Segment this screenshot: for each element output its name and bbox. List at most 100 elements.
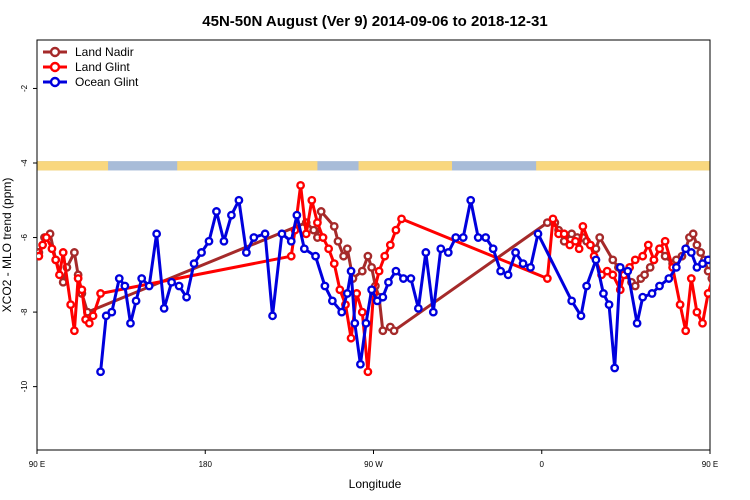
data-point-2-39 (372, 296, 382, 306)
data-point-2-46 (421, 248, 431, 257)
data-point-1-57 (660, 236, 670, 246)
data-point-2-57 (503, 270, 513, 280)
data-point-2-54 (481, 233, 491, 242)
data-point-2-50 (451, 233, 461, 242)
data-point-2-64 (582, 281, 592, 291)
data-point-2-52 (466, 195, 476, 205)
data-point-2-40 (378, 292, 388, 302)
data-point-2-71 (632, 318, 642, 328)
data-point-2-14 (189, 259, 199, 269)
data-point-2-32 (337, 307, 347, 317)
data-point-0-14 (329, 221, 339, 231)
data-point-2-38 (367, 285, 377, 295)
data-point-2-82 (709, 257, 710, 263)
data-point-1-21 (318, 233, 328, 242)
data-point-1-4 (51, 255, 61, 265)
data-point-0-45 (640, 270, 649, 280)
data-point-2-19 (227, 210, 236, 220)
data-point-2-36 (356, 359, 365, 369)
data-point-2-11 (167, 277, 177, 287)
data-point-1-6 (58, 248, 68, 257)
data-point-2-3 (114, 274, 124, 283)
data-point-2-75 (664, 274, 674, 283)
y-tick-label-3: -8 (20, 308, 29, 316)
data-point-2-49 (443, 248, 453, 257)
data-point-1-37 (548, 214, 558, 224)
series-land-glint (37, 180, 710, 377)
land-mask-band (37, 161, 710, 171)
data-point-1-17 (296, 180, 305, 190)
data-point-1-44 (585, 240, 595, 250)
data-point-2-81 (703, 255, 710, 265)
data-point-0-56 (692, 240, 702, 250)
x-tick-label-0: 90 E (29, 460, 45, 469)
data-point-2-55 (488, 244, 498, 254)
legend-marker-1 (49, 61, 61, 73)
data-point-2-44 (406, 274, 416, 283)
y-tick-label-1: -4 (20, 159, 29, 167)
data-point-1-13 (88, 311, 98, 321)
data-point-1-64 (703, 289, 710, 298)
data-point-2-42 (391, 266, 401, 276)
data-point-1-65 (709, 272, 710, 278)
data-point-1-12 (84, 318, 94, 328)
land-band-2 (358, 161, 453, 171)
data-point-2-22 (249, 233, 259, 242)
data-point-1-14 (96, 289, 105, 298)
data-point-1-31 (374, 266, 384, 276)
x-axis-label: Longitude (349, 477, 402, 491)
data-point-2-61 (533, 229, 543, 239)
data-point-2-58 (511, 248, 520, 257)
plot-frame (36, 39, 711, 451)
data-point-1-26 (346, 333, 356, 343)
data-point-0-15 (333, 236, 343, 246)
data-point-1-32 (380, 251, 390, 261)
x-tick-label-4: 90 E (702, 460, 718, 469)
data-point-1-19 (307, 195, 317, 205)
data-point-2-69 (615, 262, 625, 272)
x-tick-label-3: 0 (540, 460, 545, 469)
data-point-1-27 (352, 289, 362, 298)
data-point-2-56 (496, 266, 506, 276)
data-point-1-63 (698, 318, 707, 328)
data-point-1-8 (69, 326, 79, 336)
data-point-2-2 (107, 307, 117, 317)
data-point-2-30 (320, 281, 330, 291)
data-point-2-51 (458, 233, 468, 242)
y-axis-label: XCO2 - MLO trend (ppm) (0, 178, 14, 313)
data-point-2-43 (399, 274, 408, 283)
data-point-2-8 (144, 281, 154, 291)
data-point-1-34 (391, 225, 401, 235)
data-point-1-28 (357, 307, 367, 317)
data-point-2-47 (428, 307, 438, 317)
data-point-1-59 (675, 300, 685, 310)
data-point-2-1 (101, 311, 111, 321)
data-point-2-76 (671, 262, 681, 272)
data-point-2-10 (159, 303, 169, 313)
data-point-2-35 (350, 318, 360, 328)
data-point-2-33 (342, 289, 352, 298)
data-point-0-13 (316, 207, 326, 216)
data-point-0-43 (630, 281, 640, 291)
data-point-2-12 (174, 281, 184, 291)
data-point-2-73 (647, 289, 657, 298)
data-point-2-70 (623, 266, 633, 276)
data-point-1-7 (66, 300, 76, 310)
land-band-3 (536, 161, 710, 171)
data-point-0-24 (378, 326, 388, 336)
data-point-0-59 (703, 266, 710, 276)
legend-marker-0 (49, 46, 61, 58)
data-point-2-62 (567, 296, 577, 306)
data-point-2-13 (182, 292, 191, 302)
data-point-2-27 (292, 210, 302, 220)
legend-label-1: Land Glint (75, 60, 130, 74)
series-ocean-glint (96, 195, 710, 377)
data-point-2-41 (384, 277, 393, 287)
data-point-0-20 (363, 251, 373, 261)
data-point-2-0 (96, 367, 105, 377)
data-point-2-37 (361, 318, 371, 328)
data-point-2-9 (152, 229, 162, 239)
data-point-1-15 (286, 251, 296, 261)
data-point-1-9 (73, 274, 83, 283)
